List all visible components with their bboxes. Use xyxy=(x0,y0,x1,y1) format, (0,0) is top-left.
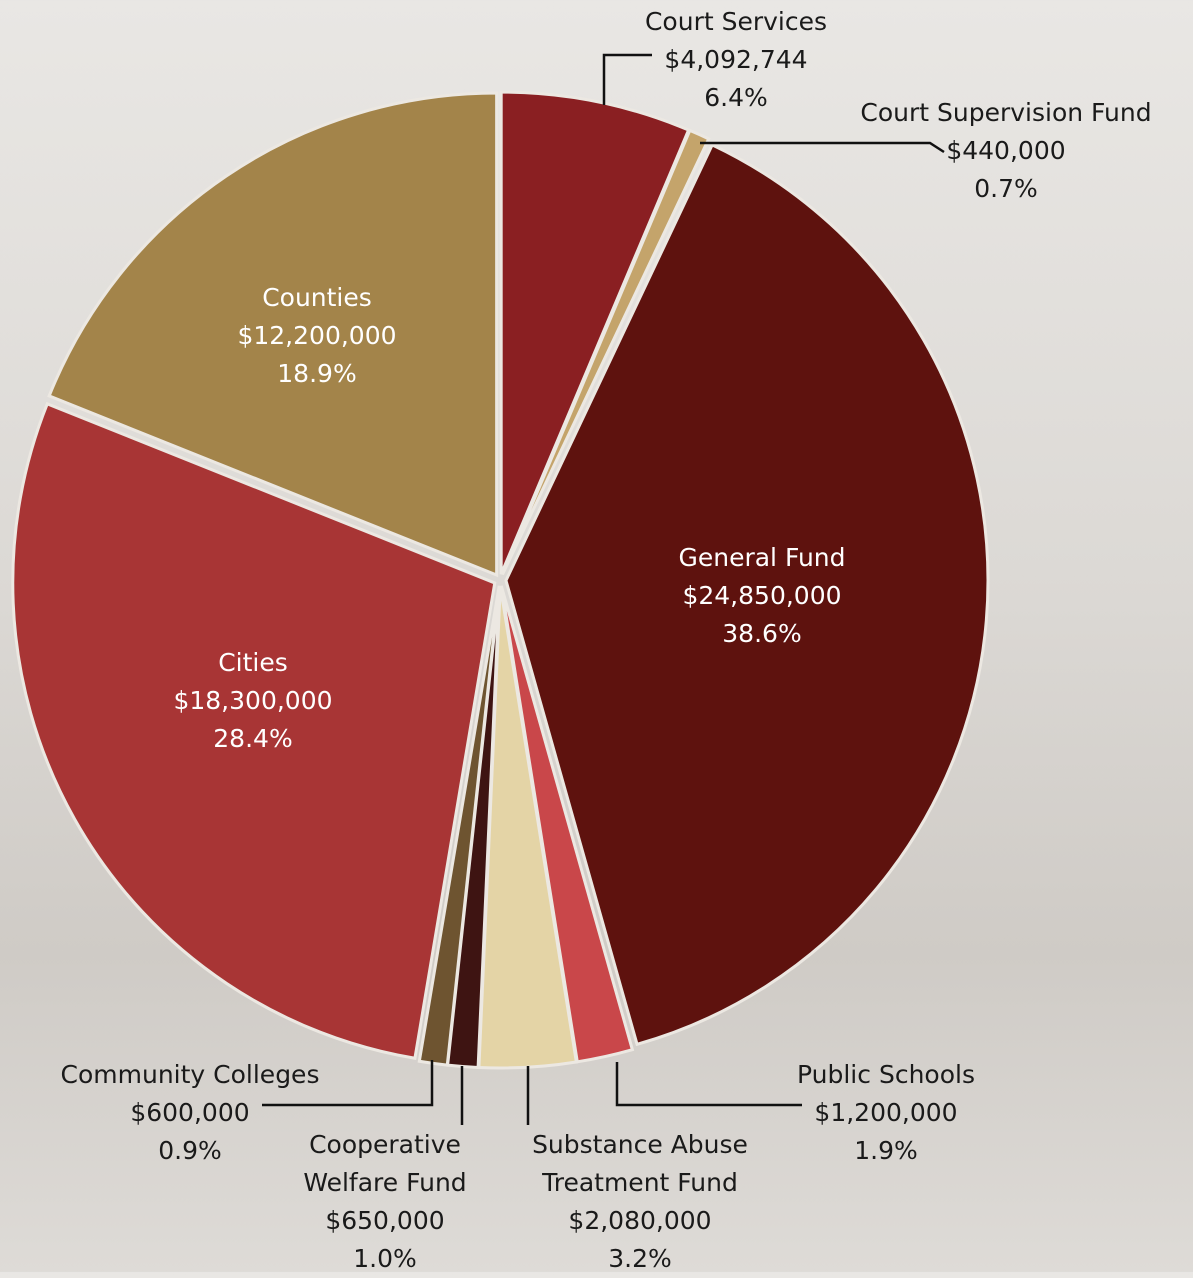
value-label: $4,092,744 xyxy=(664,45,808,74)
pie-slice xyxy=(499,90,691,575)
category-label: Cooperative Welfare Fund xyxy=(303,1130,467,1197)
leader-line xyxy=(262,1060,434,1107)
category-label: General Fund xyxy=(678,543,846,572)
leader-line xyxy=(602,53,652,105)
percent-label: 6.4% xyxy=(704,83,768,112)
slice-label: Cooperative Welfare Fund $650,000 1.0% xyxy=(280,1126,490,1278)
slice-label: Cities $18,300,000 28.4% xyxy=(103,644,403,758)
leader-lines xyxy=(262,53,945,1125)
category-label: Counties xyxy=(262,283,372,312)
pie-slice xyxy=(417,585,501,1067)
slices xyxy=(11,90,990,1070)
percent-label: 0.9% xyxy=(158,1136,222,1165)
value-label: $2,080,000 xyxy=(568,1206,712,1235)
category-label: Community Colleges xyxy=(60,1060,320,1089)
pie-slice xyxy=(501,128,711,576)
percent-label: 1.9% xyxy=(854,1136,918,1165)
value-label: $650,000 xyxy=(325,1206,445,1235)
category-label: Cities xyxy=(218,648,288,677)
leader-line xyxy=(700,141,945,154)
slice-label: Counties $12,200,000 18.9% xyxy=(167,279,467,393)
category-label: Substance Abuse Treatment Fund xyxy=(532,1130,748,1197)
slice-label: Public Schools $1,200,000 1.9% xyxy=(736,1056,1036,1170)
value-label: $24,850,000 xyxy=(682,581,842,610)
value-label: $18,300,000 xyxy=(173,686,333,715)
value-label: $12,200,000 xyxy=(237,321,397,350)
category-label: Court Services xyxy=(644,7,828,36)
slice-label: Court Services $4,092,744 6.4% xyxy=(576,3,896,117)
leader-line xyxy=(615,1062,802,1107)
pie-slice xyxy=(47,91,499,578)
slice-label: Community Colleges $600,000 0.9% xyxy=(20,1056,360,1170)
category-label: Court Supervision Fund xyxy=(860,98,1152,127)
pie-slice xyxy=(504,142,990,1047)
value-label: $1,200,000 xyxy=(814,1098,958,1127)
percent-label: 18.9% xyxy=(277,359,357,388)
pie-slice xyxy=(11,401,497,1061)
value-label: $600,000 xyxy=(130,1098,250,1127)
slice-label: Substance Abuse Treatment Fund $2,080,000… xyxy=(500,1126,780,1278)
slice-label: General Fund $24,850,000 38.6% xyxy=(602,539,922,653)
percent-label: 28.4% xyxy=(213,724,293,753)
percent-label: 1.0% xyxy=(353,1244,417,1273)
value-label: $440,000 xyxy=(946,136,1066,165)
percent-label: 3.2% xyxy=(608,1244,672,1273)
category-label: Public Schools xyxy=(797,1060,975,1089)
percent-label: 38.6% xyxy=(722,619,802,648)
percent-label: 0.7% xyxy=(974,174,1038,203)
slice-label: Court Supervision Fund $440,000 0.7% xyxy=(816,94,1193,208)
